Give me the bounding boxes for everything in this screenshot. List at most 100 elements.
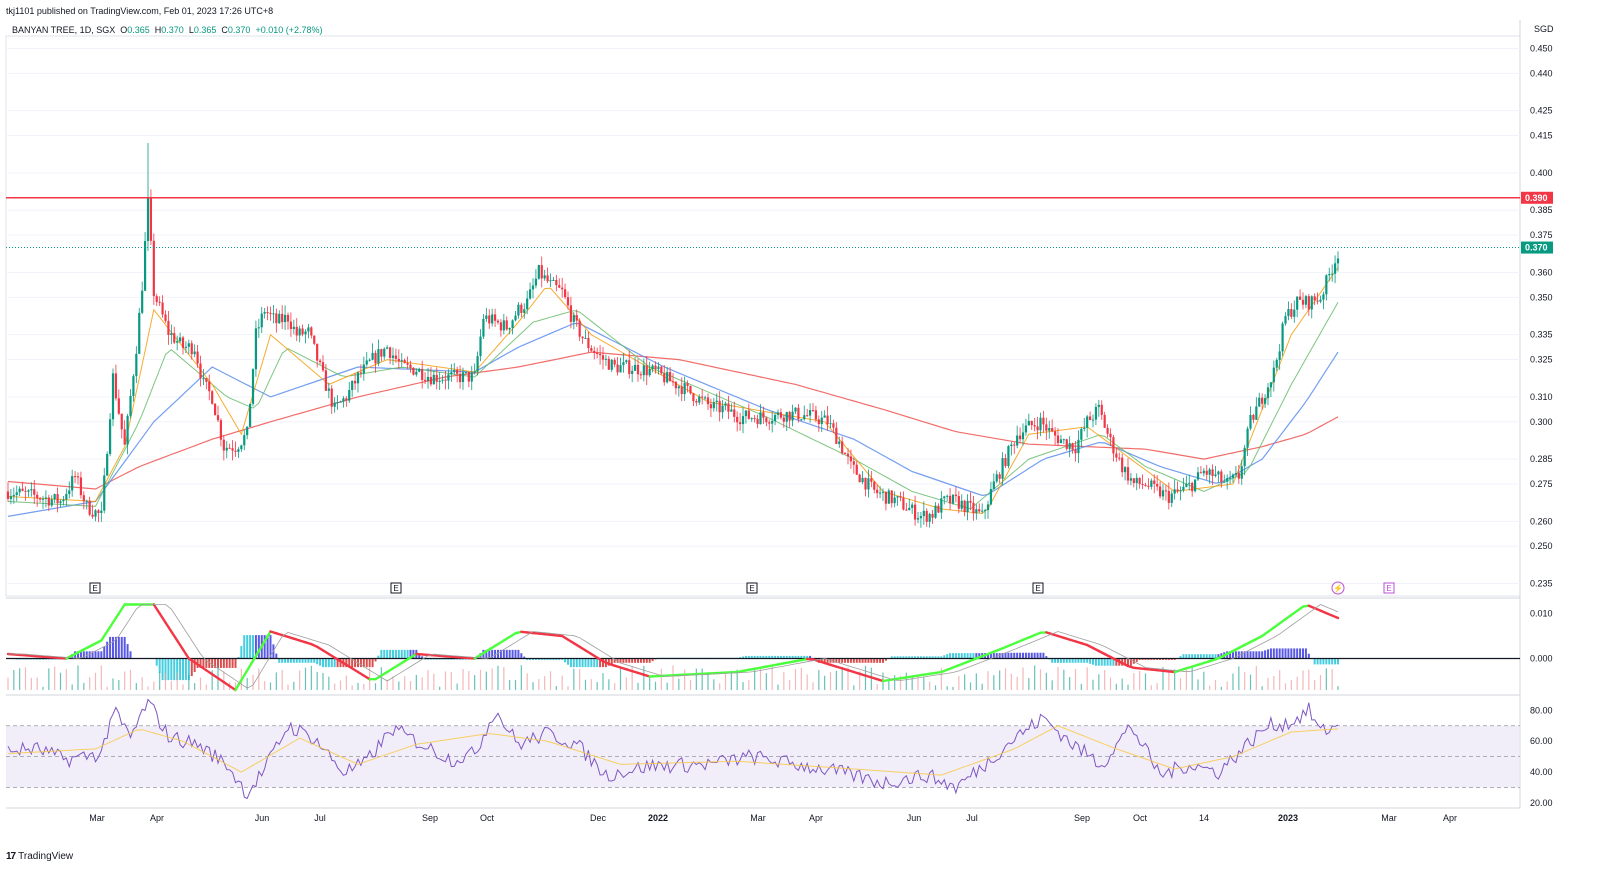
candle — [876, 484, 879, 499]
time-tick-label: Apr — [1443, 813, 1457, 823]
volume-bar — [765, 673, 767, 690]
candle — [715, 393, 718, 412]
candle — [1027, 413, 1030, 426]
candle-body — [184, 346, 188, 348]
candle — [108, 413, 112, 457]
osc-histogram-bar — [750, 655, 753, 659]
candle — [537, 264, 540, 280]
candle — [1322, 291, 1325, 310]
candle — [246, 426, 249, 440]
candle — [318, 358, 322, 365]
candle — [257, 318, 260, 338]
candle-body — [286, 314, 290, 322]
osc-histogram-bar — [634, 658, 637, 663]
candle-body — [773, 414, 777, 421]
volume-bar — [759, 666, 762, 690]
volume-bar — [159, 672, 161, 690]
candle — [660, 365, 663, 376]
candle-body — [1103, 414, 1106, 428]
candle-body — [1091, 419, 1095, 421]
osc-histogram-bar — [1167, 658, 1170, 660]
candle-body — [176, 341, 179, 343]
candle — [316, 343, 319, 368]
candle — [878, 486, 882, 499]
tradingview-logo[interactable]: 17 TradingView — [6, 851, 73, 862]
candle-body — [1123, 467, 1127, 473]
osc-histogram-bar — [129, 651, 132, 659]
candle-body — [806, 415, 809, 417]
osc-histogram-bar — [619, 658, 622, 663]
candle-body — [365, 360, 368, 365]
candle — [943, 495, 946, 505]
candle-body — [981, 510, 984, 512]
candle-body — [257, 327, 260, 329]
volume-bar — [1133, 673, 1135, 690]
ohlc-open: 0.365 — [127, 25, 150, 35]
candle-body — [298, 328, 301, 336]
osc-histogram-bar — [339, 658, 342, 668]
candle-body — [383, 348, 386, 357]
candle — [1196, 466, 1200, 482]
candle-body — [1255, 406, 1258, 420]
candle — [62, 496, 65, 506]
osc-histogram-bar — [1290, 648, 1293, 659]
candle — [1176, 481, 1179, 494]
candle — [1112, 434, 1115, 462]
candle — [266, 306, 269, 321]
symbol-title[interactable]: BANYAN TREE, 1D, SGX — [12, 25, 116, 35]
osc-histogram-bar — [126, 644, 129, 659]
candle-body — [852, 461, 855, 465]
volume-bar — [170, 681, 172, 690]
osc-histogram-bar — [219, 658, 222, 668]
osc-histogram-bar — [208, 658, 211, 668]
symbol-legend: BANYAN TREE, 1D, SGX O0.365 H0.370 L0.36… — [12, 25, 323, 35]
candle — [286, 312, 290, 330]
candle — [896, 495, 899, 506]
volume-bar — [567, 686, 569, 690]
candle-body — [415, 371, 418, 375]
candle-body — [1290, 309, 1293, 317]
candle — [514, 311, 517, 322]
candle-body — [604, 358, 608, 360]
candle-body — [208, 381, 211, 392]
volume-bar — [1051, 680, 1053, 690]
candle — [181, 335, 185, 355]
candle-body — [1284, 316, 1287, 324]
candle-body — [371, 352, 374, 360]
candle-body — [15, 492, 18, 496]
candle-body — [321, 362, 325, 371]
osc-histogram-bar — [252, 635, 254, 659]
candle — [356, 371, 360, 393]
candle-body — [873, 481, 876, 490]
candle — [149, 189, 153, 245]
candle — [421, 360, 424, 389]
candle-body — [683, 383, 686, 395]
candle-body — [1325, 275, 1328, 295]
candle-body — [149, 197, 153, 241]
volume-bar — [1080, 683, 1082, 690]
osc-histogram-bar — [957, 653, 960, 659]
candle — [1191, 481, 1194, 497]
candle — [788, 410, 791, 428]
candle-body — [896, 496, 899, 498]
candle-body — [1065, 439, 1068, 449]
candle — [418, 367, 421, 373]
candle — [843, 452, 847, 455]
candle-body — [843, 453, 847, 455]
candle-body — [240, 445, 243, 450]
candle — [1185, 475, 1188, 488]
osc-histogram-bar — [249, 635, 252, 659]
candle-body — [1021, 432, 1025, 440]
osc-histogram-bar — [1100, 658, 1103, 666]
candle-body — [972, 502, 975, 514]
volume-bar — [59, 672, 62, 690]
candle-body — [884, 491, 888, 504]
osc-histogram-bar — [1129, 658, 1132, 666]
candle-body — [1024, 425, 1028, 433]
osc-histogram-bar — [1103, 658, 1106, 666]
candle — [41, 495, 45, 509]
volume-bar — [54, 666, 56, 690]
osc-histogram-bar — [1188, 654, 1191, 659]
candle-body — [948, 495, 952, 504]
